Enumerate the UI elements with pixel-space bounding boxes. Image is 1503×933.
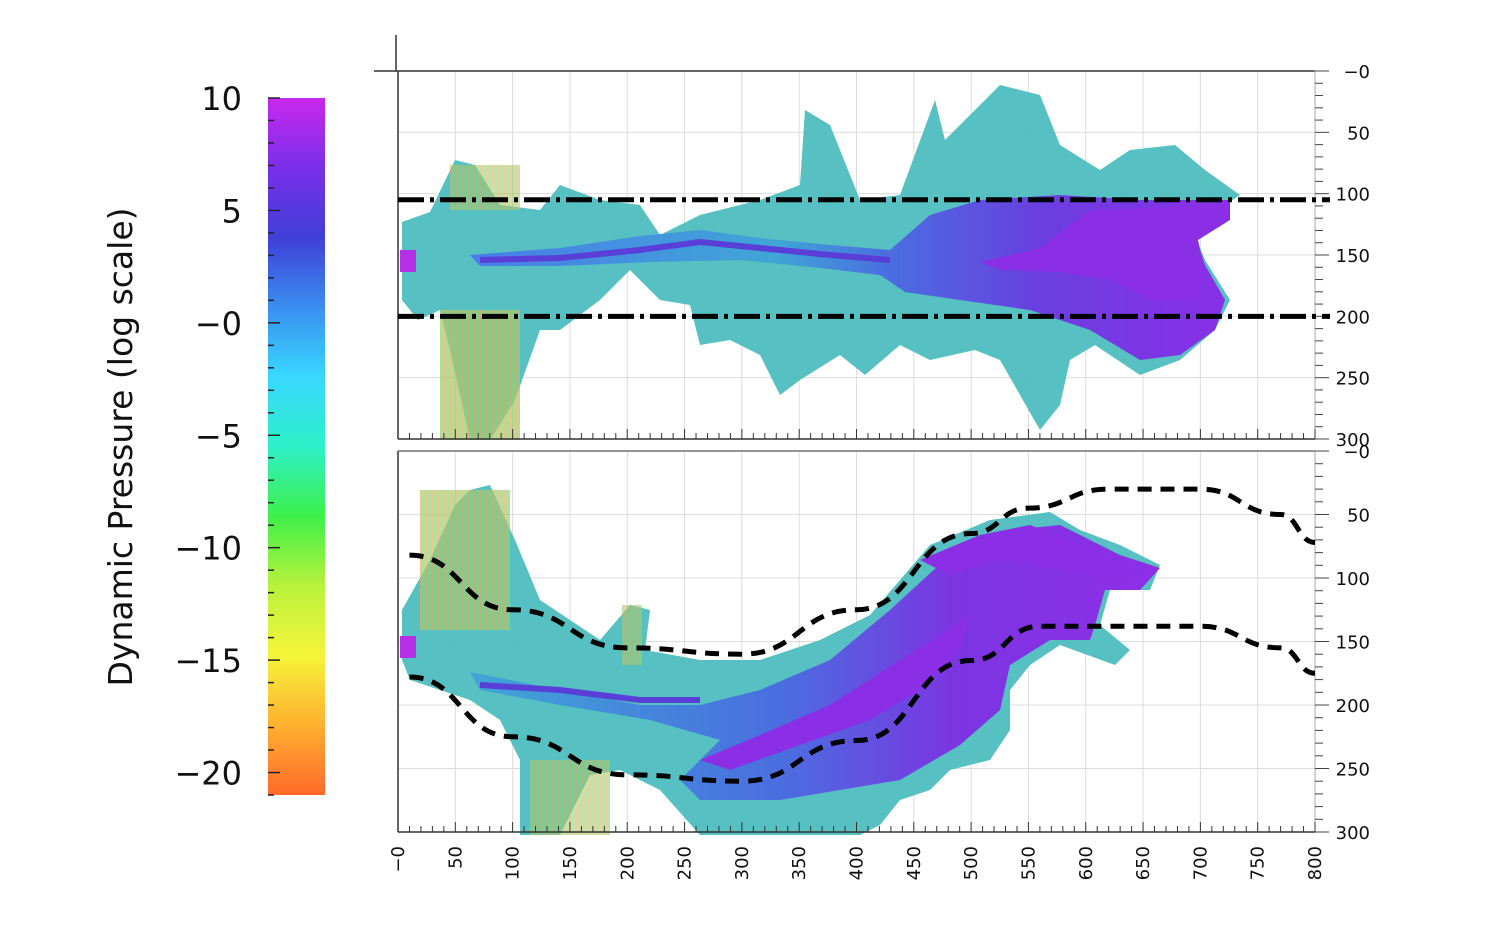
bottom-panel-field: [400, 485, 1160, 835]
bottom-inlet: [400, 636, 416, 658]
x-tick-label: 350: [789, 846, 810, 880]
x-tick-label: 700: [1190, 846, 1211, 880]
top-field-stripes-2: [450, 165, 520, 210]
bottom-jet-thin: [479, 682, 700, 703]
x-tick-label: 600: [1076, 846, 1097, 880]
bottom-panel-ticks: −0 50 100 150 200 250 300 −0 50 100 150 200 250 300 35…: [388, 442, 1370, 880]
y-tick-label: 200: [1336, 307, 1370, 328]
bottom-field-stripes-3: [622, 605, 642, 665]
colorbar-tick-label: −10: [174, 530, 242, 568]
y-tick-label: 200: [1336, 696, 1370, 717]
top-panel-guide-lines: [398, 197, 1330, 319]
top-jet-thin: [479, 238, 891, 263]
dashed-guide-curve: [409, 486, 1316, 657]
top-panel-field: [400, 85, 1240, 440]
colorbar-gradient: [268, 98, 325, 795]
y-tick-label: 100: [1336, 569, 1370, 590]
colorbar-title: Dynamic Pressure (log scale): [101, 208, 140, 687]
y-tick-label: 250: [1336, 369, 1370, 390]
x-tick-label: 300: [732, 846, 753, 880]
x-tick-label: 400: [847, 846, 868, 880]
x-tick-label: 250: [675, 846, 696, 880]
top-field-inner: [470, 195, 1230, 360]
y-tick-label: −0: [1343, 62, 1370, 83]
y-tick-label: 300: [1336, 823, 1370, 844]
x-tick-label: 750: [1248, 846, 1269, 880]
bottom-field-inner: [470, 525, 1160, 800]
top-field-stripes: [440, 310, 520, 440]
y-tick-label: 50: [1347, 506, 1370, 527]
bottom-panel-guide-lines: [409, 486, 1316, 784]
y-tick-label: 150: [1336, 633, 1370, 654]
colorbar-tick-label: 5: [222, 192, 242, 230]
x-tick-label: 500: [961, 846, 982, 880]
x-tick-label: −0: [388, 846, 409, 873]
y-tick-label: 50: [1347, 123, 1370, 144]
colorbar-tick-label: −5: [195, 417, 242, 455]
bottom-field-core-2: [920, 525, 1150, 580]
x-tick-label: 450: [904, 846, 925, 880]
colorbar-tick-label: −15: [174, 642, 242, 680]
top-field-core: [980, 205, 1230, 300]
colorbar-ticks: 10 5 −0 −5 −10 −15 −20: [174, 80, 280, 796]
colorbar-tick-label: −20: [174, 755, 242, 793]
x-tick-label: 550: [1018, 846, 1039, 880]
colorbar-tick-label: −0: [195, 305, 242, 343]
y-tick-label: 250: [1336, 760, 1370, 781]
colorbar: 10 5 −0 −5 −10 −15 −20 Dynamic Pressure (log s…: [101, 80, 325, 796]
top-panel: −0 50 100 150 200 250 300: [374, 35, 1370, 451]
y-tick-label: 300: [1336, 430, 1370, 451]
x-tick-label: 800: [1305, 846, 1326, 880]
x-tick-label: 150: [560, 846, 581, 880]
x-tick-label: 650: [1133, 846, 1154, 880]
bottom-panel: −0 50 100 150 200 250 300 −0 50 100 150 200 250 300 35…: [388, 442, 1370, 880]
dashed-guide-curve: [409, 623, 1316, 784]
y-tick-label: 100: [1336, 185, 1370, 206]
x-tick-label: 100: [503, 846, 524, 880]
top-inlet: [400, 250, 416, 272]
y-tick-label: 150: [1336, 246, 1370, 267]
top-panel-ticks: −0 50 100 150 200 250 300: [397, 62, 1370, 451]
x-tick-label: 200: [617, 846, 638, 880]
colorbar-tick-label: 10: [201, 80, 242, 118]
x-tick-label: 50: [445, 846, 466, 869]
bottom-field-core: [700, 615, 970, 770]
y-tick-label: −0: [1343, 442, 1370, 463]
